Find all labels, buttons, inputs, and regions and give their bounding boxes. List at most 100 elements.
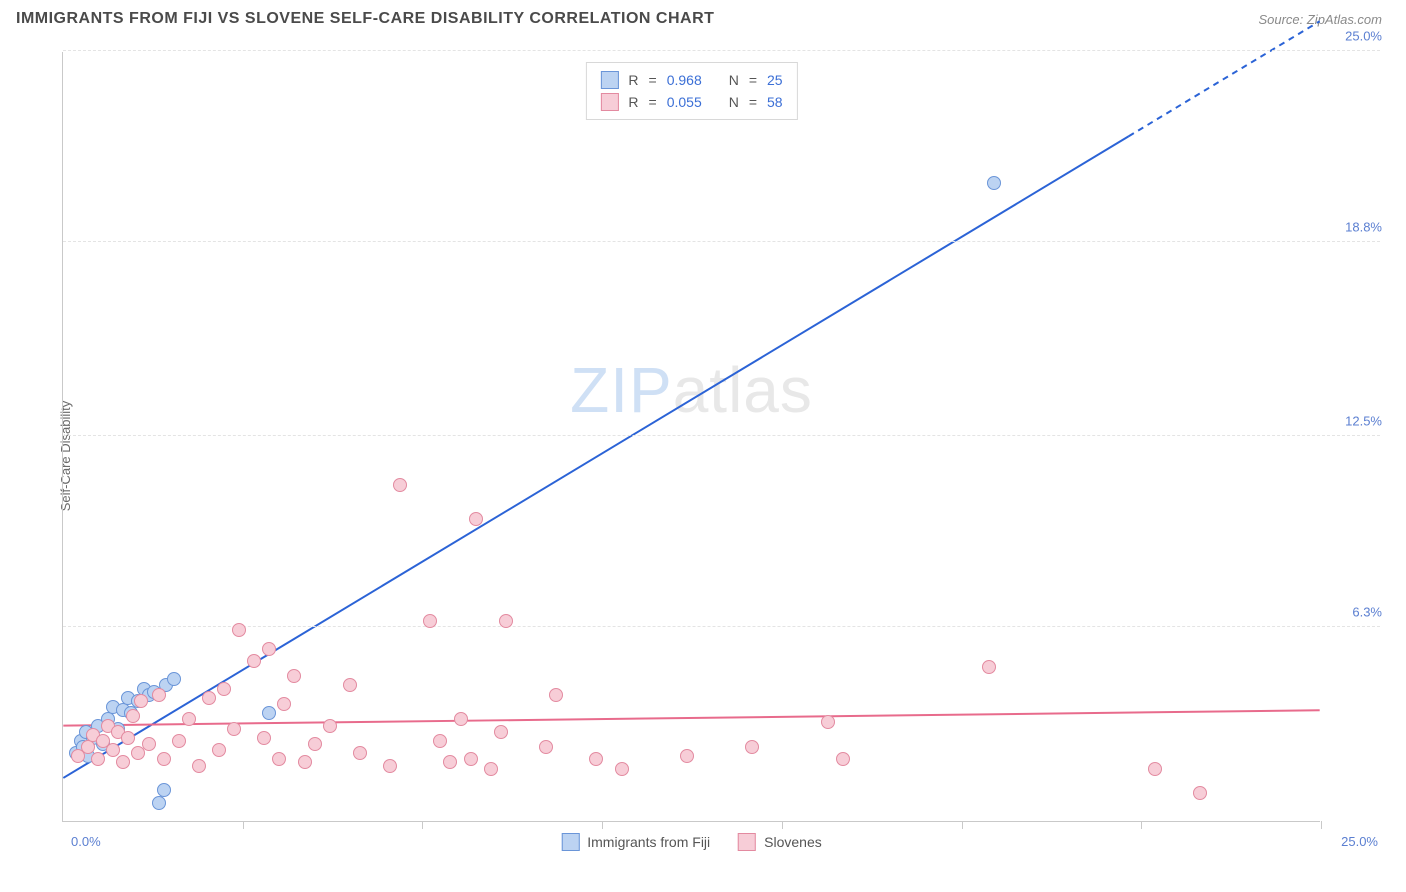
point-slovenes [121,731,135,745]
point-slovenes [227,722,241,736]
source-attribution: Source: ZipAtlas.com [1258,12,1382,27]
point-slovenes [308,737,322,751]
point-fiji [152,796,166,810]
legend-item-slovenes: Slovenes [738,833,822,851]
point-slovenes [499,614,513,628]
point-slovenes [142,737,156,751]
point-slovenes [443,755,457,769]
legend-swatch-slovenes [600,93,618,111]
legend-row-fiji: R = 0.968 N = 25 [600,69,782,91]
legend-eq: = [749,91,757,113]
x-tick [782,821,783,829]
point-slovenes [821,715,835,729]
point-slovenes [157,752,171,766]
point-slovenes [589,752,603,766]
trend-line-fiji-dashed [1129,21,1320,136]
legend-n-prefix: N [729,69,739,91]
point-slovenes [464,752,478,766]
point-slovenes [549,688,563,702]
point-slovenes [539,740,553,754]
point-slovenes [106,743,120,757]
point-slovenes [134,694,148,708]
legend-n-prefix: N [729,91,739,113]
point-slovenes [393,478,407,492]
legend-eq: = [749,69,757,91]
point-slovenes [152,688,166,702]
point-slovenes [433,734,447,748]
gridline-h [63,50,1380,51]
watermark-left: ZIP [570,354,673,426]
point-fiji [262,706,276,720]
gridline-h [63,241,1380,242]
point-slovenes [836,752,850,766]
y-tick-label: 18.8% [1345,219,1382,234]
legend-eq: = [649,91,657,113]
point-slovenes [232,623,246,637]
point-slovenes [745,740,759,754]
point-slovenes [277,697,291,711]
point-slovenes [247,654,261,668]
point-slovenes [1193,786,1207,800]
legend-row-slovenes: R = 0.055 N = 58 [600,91,782,113]
point-slovenes [298,755,312,769]
legend-eq: = [649,69,657,91]
watermark: ZIPatlas [570,353,813,427]
x-axis-min-label: 0.0% [71,834,101,849]
legend-r-prefix: R [628,69,638,91]
gridline-h [63,435,1380,436]
point-slovenes [212,743,226,757]
series-legend: Immigrants from Fiji Slovenes [561,833,822,851]
point-slovenes [484,762,498,776]
x-tick [243,821,244,829]
point-slovenes [81,740,95,754]
legend-swatch-slovenes [738,833,756,851]
legend-item-fiji: Immigrants from Fiji [561,833,710,851]
source-link[interactable]: ZipAtlas.com [1307,12,1382,27]
y-tick-label: 12.5% [1345,414,1382,429]
y-tick-label: 25.0% [1345,29,1382,44]
point-slovenes [1148,762,1162,776]
point-slovenes [469,512,483,526]
point-slovenes [454,712,468,726]
legend-r-value-slovenes: 0.055 [667,91,719,113]
point-slovenes [91,752,105,766]
point-slovenes [353,746,367,760]
point-slovenes [126,709,140,723]
point-fiji [157,783,171,797]
gridline-h [63,626,1380,627]
x-axis-max-label: 25.0% [1341,834,1378,849]
watermark-right: atlas [673,354,813,426]
legend-n-value-slovenes: 58 [767,91,783,113]
point-slovenes [172,734,186,748]
point-slovenes [217,682,231,696]
point-slovenes [262,642,276,656]
point-fiji [987,176,1001,190]
legend-r-value-fiji: 0.968 [667,69,719,91]
source-prefix: Source: [1258,12,1306,27]
point-slovenes [202,691,216,705]
point-slovenes [343,678,357,692]
x-tick [962,821,963,829]
page-title: IMMIGRANTS FROM FIJI VS SLOVENE SELF-CAR… [16,10,714,28]
point-slovenes [982,660,996,674]
x-tick [422,821,423,829]
point-fiji [167,672,181,686]
point-slovenes [192,759,206,773]
legend-r-prefix: R [628,91,638,113]
point-slovenes [323,719,337,733]
point-slovenes [257,731,271,745]
legend-n-value-fiji: 25 [767,69,783,91]
y-tick-label: 6.3% [1352,604,1382,619]
x-tick [1321,821,1322,829]
point-slovenes [287,669,301,683]
x-tick [602,821,603,829]
point-slovenes [680,749,694,763]
scatter-plot: ZIPatlas R=0.968N=25R=0.055N=58 Immigran… [62,52,1320,822]
chart-container: Self-Care Disability ZIPatlas R=0.968N=2… [50,46,1390,866]
point-slovenes [423,614,437,628]
trend-line-slovenes [63,710,1319,725]
point-slovenes [494,725,508,739]
legend-label-slovenes: Slovenes [764,834,822,850]
trend-lines [63,52,1320,821]
legend-label-fiji: Immigrants from Fiji [587,834,710,850]
